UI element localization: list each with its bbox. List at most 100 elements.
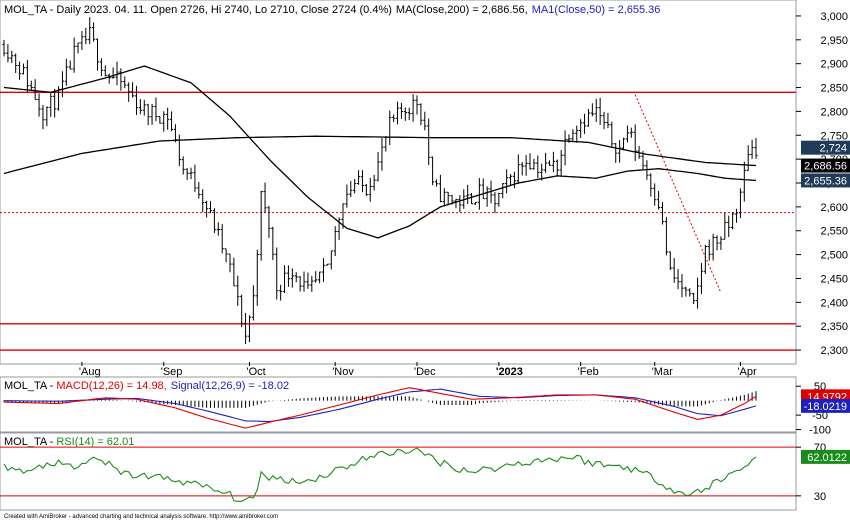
price-bar	[660, 202, 665, 225]
price-bar	[45, 106, 49, 127]
price-bar	[719, 236, 723, 250]
macd-header-ticker: MOL_TA	[4, 380, 48, 392]
price-y-tick-label: 2,750	[820, 130, 848, 142]
price-bar	[306, 272, 310, 289]
price-bar	[473, 201, 478, 205]
price-y-tick-label: 2,850	[820, 83, 848, 95]
price-header-ticker: MOL_TA	[4, 4, 48, 16]
price-bar	[158, 116, 162, 124]
price-bar	[21, 63, 26, 75]
price-bar	[555, 159, 559, 177]
rsi-layer	[0, 446, 796, 502]
price-bar	[734, 208, 739, 223]
price-bar	[356, 170, 361, 185]
price-bar	[746, 145, 750, 171]
month-label: 'Sep	[161, 366, 183, 378]
price-pane	[0, 0, 797, 365]
price-bar	[586, 108, 591, 127]
price-bar	[692, 292, 696, 305]
price-bar	[236, 275, 240, 306]
price-y-tick-label: 2,550	[820, 226, 848, 238]
price-bar	[243, 312, 248, 345]
price-bar	[466, 184, 470, 204]
price-bar	[216, 222, 220, 236]
price-bar	[279, 284, 283, 301]
price-bar	[325, 263, 329, 266]
price-bar	[76, 42, 80, 54]
price-bar	[95, 38, 100, 71]
price-bar	[516, 154, 520, 184]
price-bar	[723, 212, 727, 240]
month-label: '2023	[496, 366, 523, 378]
price-bar	[407, 107, 411, 121]
ma50-line	[3, 65, 757, 239]
price-bar	[590, 103, 594, 117]
price-bar	[33, 79, 37, 100]
rsi-pane	[0, 432, 797, 511]
rsi-header-value: RSI(14) = 62.01	[56, 436, 134, 448]
price-bar	[415, 95, 419, 115]
price-bar	[14, 53, 18, 74]
price-bar	[162, 111, 166, 132]
price-bar	[423, 111, 427, 131]
price-bar	[563, 130, 567, 166]
price-bar	[310, 276, 314, 292]
price-bar	[205, 200, 209, 218]
price-bar	[111, 67, 115, 79]
price-bar	[653, 183, 657, 206]
price-bar	[134, 85, 139, 115]
price-bar	[72, 37, 76, 73]
price-bar	[754, 137, 758, 159]
price-bar	[742, 161, 746, 202]
price-bar	[119, 68, 123, 91]
price-bar	[508, 174, 513, 187]
price-bar	[275, 247, 279, 300]
price-bar	[395, 101, 400, 125]
price-bar	[750, 139, 754, 159]
price-bar	[84, 27, 88, 45]
price-bar	[99, 58, 104, 77]
price-bar	[477, 178, 481, 210]
price-bar	[41, 105, 45, 130]
price-bar	[37, 93, 41, 117]
price-bar	[314, 271, 318, 283]
price-bar	[715, 235, 719, 251]
price-bar	[614, 143, 618, 163]
price-bar	[68, 60, 72, 70]
price-bar	[298, 276, 302, 292]
price-bar	[469, 193, 474, 205]
price-bar	[92, 22, 96, 42]
price-bar	[458, 195, 462, 212]
price-bar	[142, 99, 146, 116]
price-bar	[380, 138, 384, 171]
price-y-tick-label: 2,500	[820, 250, 848, 262]
price-bar	[360, 170, 365, 193]
price-bar	[240, 294, 244, 328]
price-bar	[337, 217, 341, 240]
price-bar	[294, 272, 298, 283]
price-bar	[6, 44, 10, 63]
price-bar	[602, 111, 606, 130]
price-bar	[197, 181, 201, 199]
price-bar	[353, 179, 357, 194]
price-bar	[282, 265, 287, 294]
price-bar	[247, 315, 252, 343]
price-bar	[220, 224, 224, 254]
price-bar	[345, 184, 349, 208]
rsi-header-ticker: MOL_TA	[4, 436, 48, 448]
macd-y-tick-label: -50	[812, 410, 828, 422]
price-bar	[528, 153, 532, 170]
price-bar	[431, 156, 435, 186]
price-bar	[621, 137, 626, 151]
price-y-tick-label: 2,900	[820, 59, 848, 71]
price-bar	[540, 163, 544, 181]
price-bar	[543, 152, 548, 173]
price-bar	[427, 118, 431, 166]
price-bar	[707, 239, 711, 261]
macd-line	[3, 387, 757, 429]
price-bar	[579, 119, 583, 138]
price-bar	[582, 113, 587, 134]
price-bar	[201, 189, 205, 213]
rsi-header-dash: -	[47, 436, 57, 448]
